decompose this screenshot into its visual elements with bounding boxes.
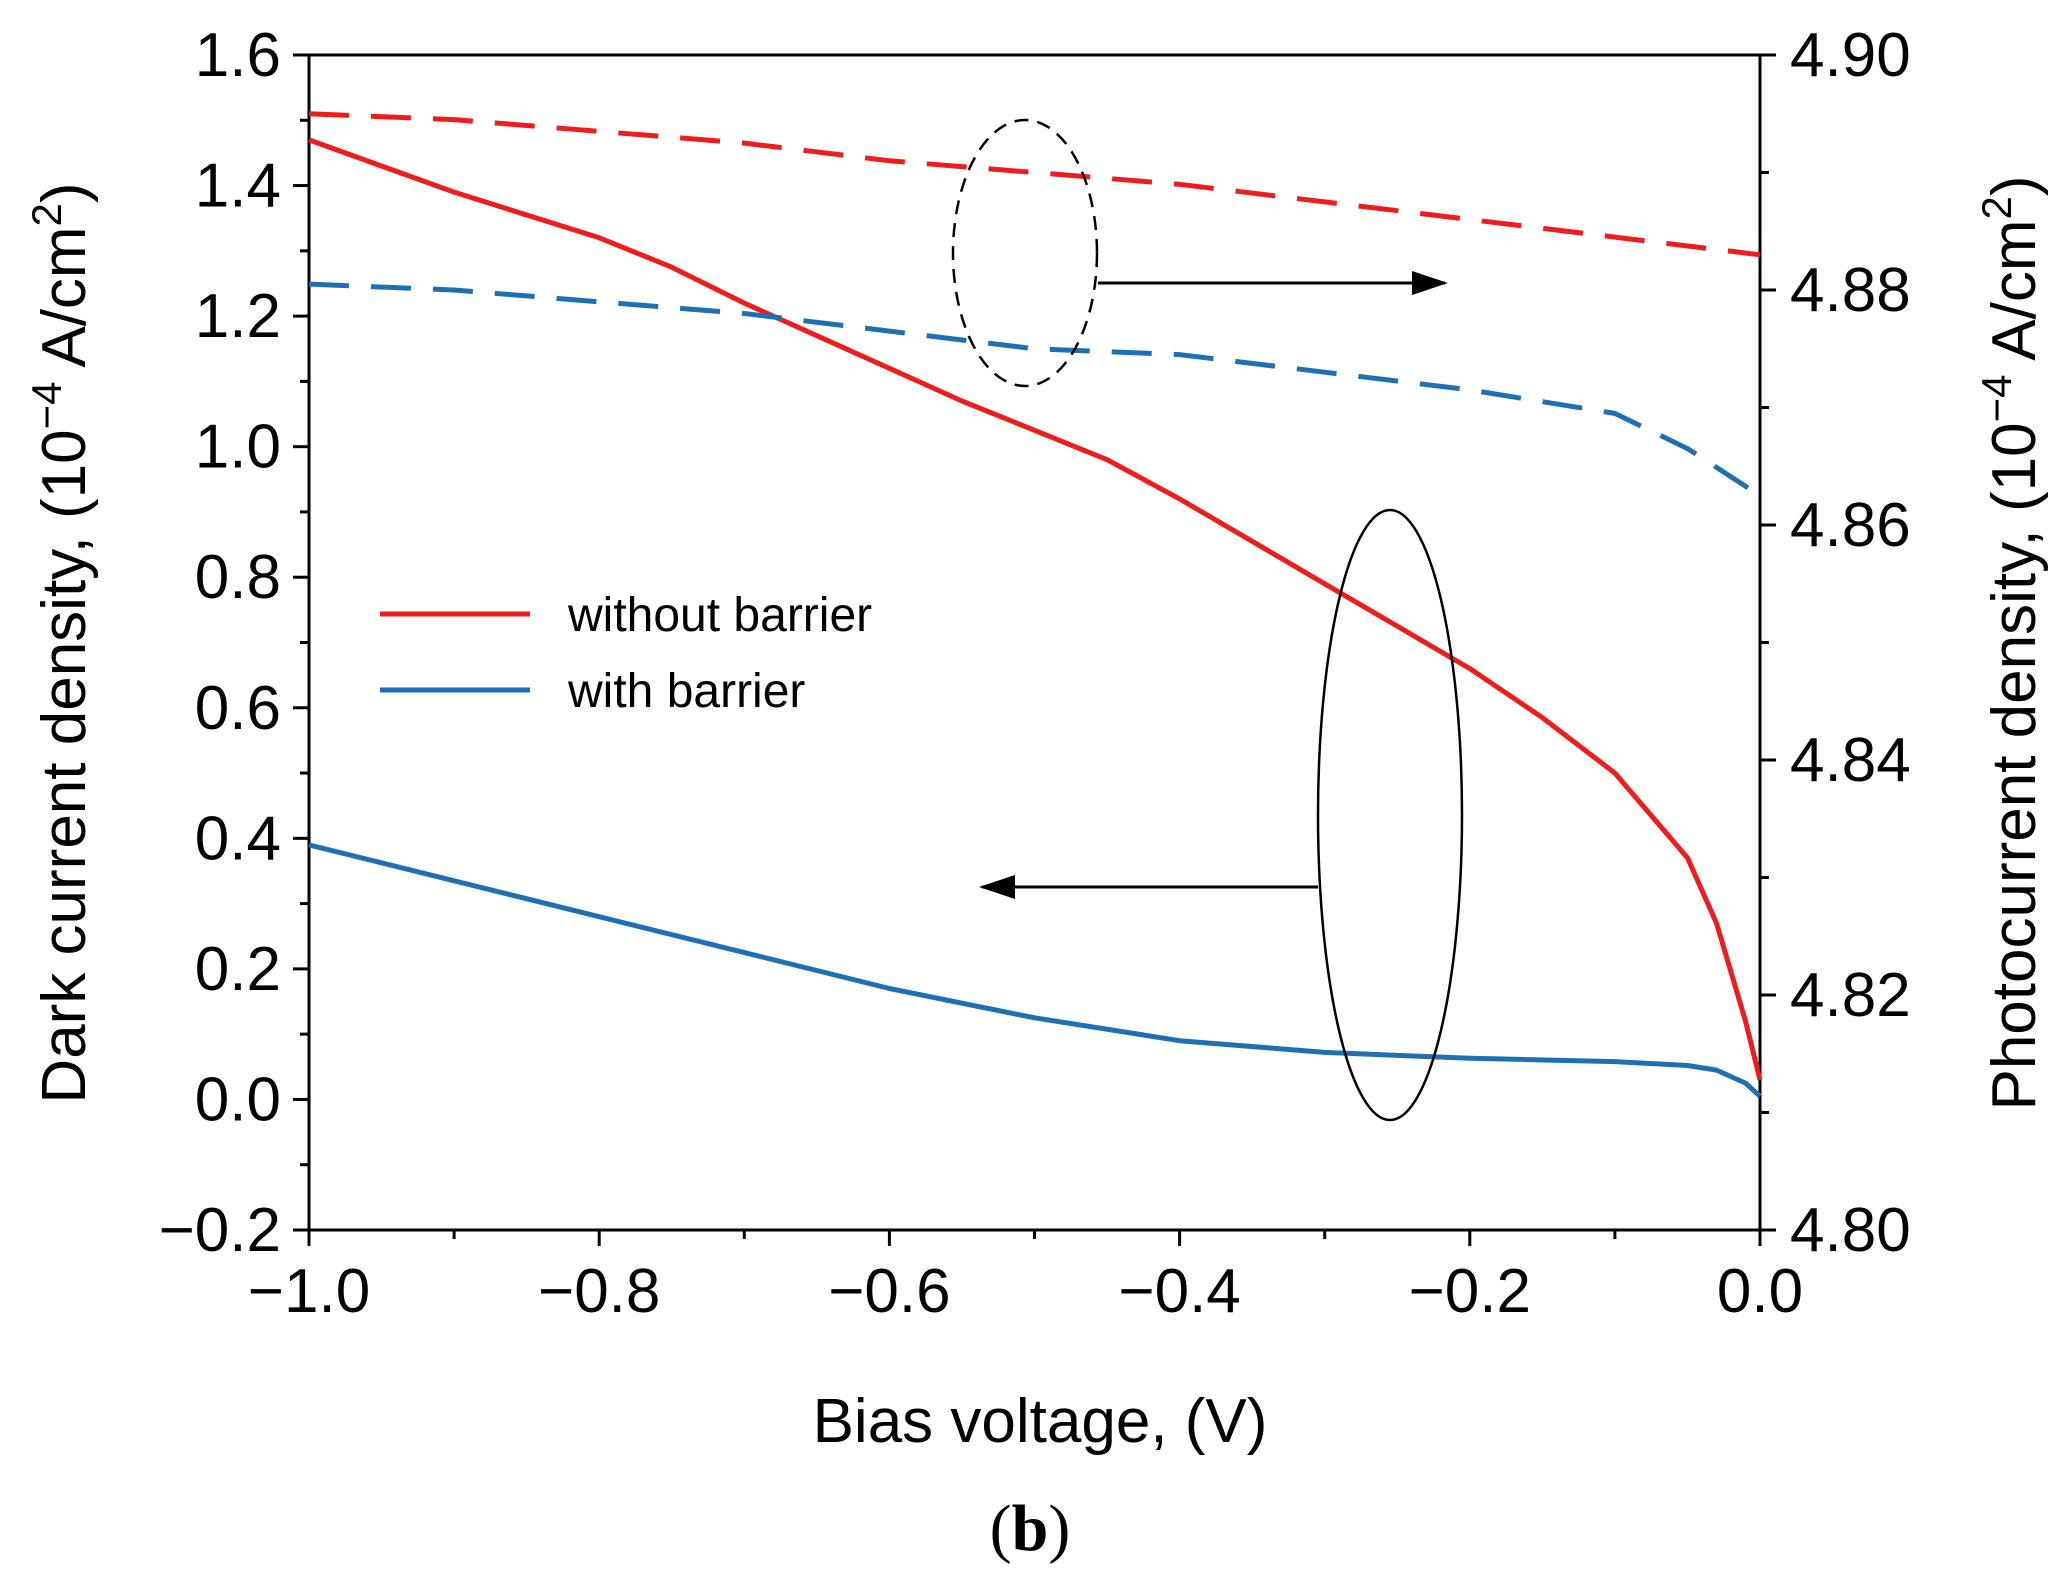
y-right-tick-label: 4.88 xyxy=(1790,256,1911,325)
axis-ticks xyxy=(293,53,1776,1246)
legend-label-without-barrier: without barrier xyxy=(567,589,872,642)
y-left-tick-label: 0.0 xyxy=(195,1065,281,1134)
y-left-tick-label: 0.8 xyxy=(195,543,281,612)
x-tick-label: −0.2 xyxy=(1409,1257,1531,1326)
y-right-tick-label: 4.84 xyxy=(1790,726,1911,795)
y-right-tick-label: 4.90 xyxy=(1790,21,1911,90)
y-left-tick-label: 1.4 xyxy=(195,152,281,221)
x-tick-label: −0.6 xyxy=(828,1257,950,1326)
legend-label-with-barrier: with barrier xyxy=(567,665,805,718)
x-tick-label: 0.0 xyxy=(1717,1257,1803,1326)
dark-current-group-ellipse xyxy=(1316,508,1464,1122)
x-tick-label: −0.4 xyxy=(1118,1257,1240,1326)
y-right-tick-label: 4.86 xyxy=(1790,491,1911,560)
x-tick-label: −1.0 xyxy=(248,1257,370,1326)
y-right-tick-label: 4.82 xyxy=(1790,961,1911,1030)
photocurrent-group-ellipse xyxy=(951,118,1099,388)
data-series xyxy=(308,111,1763,1099)
y-left-tick-label: 1.6 xyxy=(195,21,281,90)
y-left-tick-label: 1.0 xyxy=(195,413,281,482)
photocurrent-with-barrier-line xyxy=(308,281,1762,498)
photocurrent-without-barrier-line xyxy=(308,111,1761,258)
y-axis-right-title: Photocurrent density, (10−4 A/cm2) xyxy=(1973,175,2049,1110)
panel-label: (b) xyxy=(990,1492,1071,1565)
y-left-tick-label: 0.2 xyxy=(195,935,281,1004)
axis-tick-labels: −1.0 −0.8 −0.6 −0.4 −0.2 0.0 −0.2 0.0 0.2 0.4 0.6 0… xyxy=(159,21,1911,1326)
plot-area xyxy=(307,53,1762,1232)
x-tick-label: −0.8 xyxy=(538,1257,660,1326)
legend: without barrier with barrier xyxy=(380,589,872,718)
dark-current-with-barrier-line xyxy=(308,842,1762,1099)
x-axis-title: Bias voltage, (V) xyxy=(813,1387,1268,1456)
y-left-tick-label: −0.2 xyxy=(159,1196,281,1265)
y-right-tick-label: 4.80 xyxy=(1790,1196,1911,1265)
y-axis-left-title: Dark current density, (10−4 A/cm2) xyxy=(23,182,99,1103)
y-left-tick-label: 0.6 xyxy=(195,674,281,743)
dark-current-without-barrier-line xyxy=(308,137,1763,1081)
y-left-tick-label: 0.4 xyxy=(195,804,281,873)
y-left-tick-label: 1.2 xyxy=(195,282,281,351)
